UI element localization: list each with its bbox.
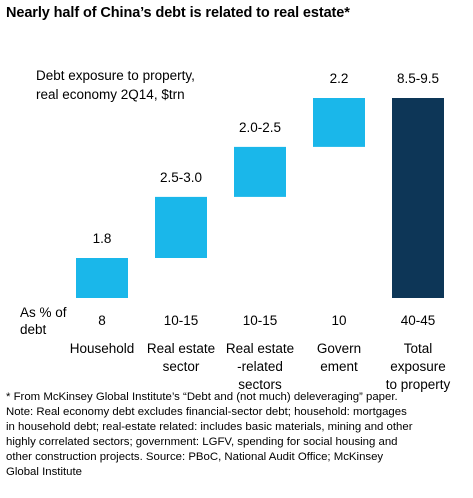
category-label: Govern ement <box>294 340 384 376</box>
percent-of-debt-label: 10-15 <box>242 313 278 328</box>
value-label: 2.0-2.5 <box>238 119 282 135</box>
category-label: Household <box>57 340 147 358</box>
value-label: 8.5-9.5 <box>396 71 440 86</box>
footnotes: * From McKinsey Global Institute’s “Debt… <box>6 390 470 480</box>
bar-total <box>392 98 444 298</box>
footnote-line: * From McKinsey Global Institute’s “Debt… <box>6 391 398 403</box>
percent-of-debt-label: 10-15 <box>163 313 199 328</box>
chart-title: Nearly half of China’s debt is related t… <box>6 5 350 21</box>
category-label-line: sectors <box>238 377 282 392</box>
category-label: Total exposure to property <box>373 340 463 394</box>
category-label-line: sector <box>162 359 200 374</box>
bar-segment <box>234 146 286 197</box>
chart-subtitle-line-2: real economy 2Q14, $trn <box>36 87 185 102</box>
percent-header: As % of debt <box>20 304 67 338</box>
category-label-line: to property <box>385 377 451 392</box>
percent-header-line-1: As % of <box>20 305 67 320</box>
percent-of-debt-label: 40-45 <box>400 313 436 328</box>
value-label: 2.5-3.0 <box>159 169 203 185</box>
footnote-line: in household debt; real-estate related: … <box>6 421 413 433</box>
category-label-line: Real estate <box>146 341 216 356</box>
category-label-line: exposure <box>390 359 446 374</box>
category-label-line: Household <box>69 341 135 356</box>
category-label-line: ement <box>320 359 358 374</box>
bar-segment <box>313 98 365 147</box>
category-label: Real estate sector <box>136 340 226 376</box>
footnote-line: other construction projects. Source: PBo… <box>6 451 384 463</box>
category-label: Real estate -related sectors <box>215 340 305 394</box>
percent-of-debt-label: 10 <box>331 313 347 328</box>
chart-subtitle-line-1: Debt exposure to property, <box>36 68 195 83</box>
bar-segment <box>76 258 128 298</box>
bar-segment <box>155 196 207 258</box>
footnote-line: Note: Real economy debt excludes financi… <box>6 406 407 418</box>
category-label-line: Govern <box>316 341 362 356</box>
footnote-line: highly correlated sectors; government: L… <box>6 436 398 448</box>
percent-header-line-2: debt <box>20 322 47 337</box>
category-label-line: -related <box>237 359 283 374</box>
percent-of-debt-label: 8 <box>98 313 106 328</box>
value-label: 1.8 <box>92 231 112 246</box>
value-label: 2.2 <box>329 71 349 86</box>
footnote-line: Global Institute <box>6 466 82 478</box>
category-label-line: Total <box>403 341 433 356</box>
category-label-line: Real estate <box>225 341 295 356</box>
